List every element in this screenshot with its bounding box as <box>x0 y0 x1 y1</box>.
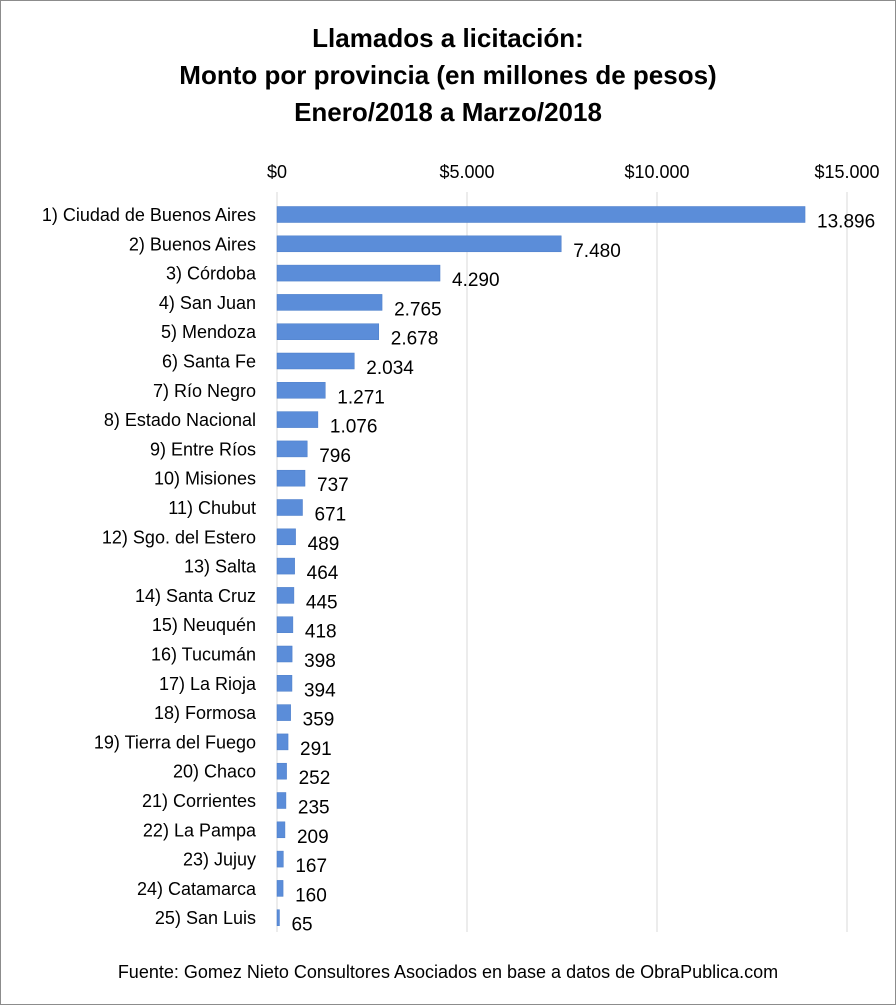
data-label-20: 252 <box>299 768 331 789</box>
data-label-14: 445 <box>306 592 338 613</box>
chart-source: Fuente: Gomez Nieto Consultores Asociado… <box>117 962 779 982</box>
bar-14 <box>276 587 295 604</box>
category-label-16: 16) Tucumán <box>151 645 256 665</box>
data-label-19: 291 <box>300 739 332 760</box>
category-label-18: 18) Formosa <box>154 703 257 723</box>
bar-13 <box>276 557 295 575</box>
data-label-6: 2.034 <box>366 358 414 379</box>
category-label-17: 17) La Rioja <box>159 674 257 694</box>
data-label-23: 167 <box>295 856 327 877</box>
data-label-25: 65 <box>291 915 312 936</box>
data-label-15: 418 <box>305 622 337 643</box>
category-label-11: 11) Chubut <box>168 498 256 518</box>
category-label-3: 3) Córdoba <box>166 264 257 284</box>
bar-15 <box>276 616 294 633</box>
data-label-16: 398 <box>304 651 336 672</box>
data-label-7: 1.271 <box>337 387 385 408</box>
bar-8 <box>276 411 319 428</box>
data-label-5: 2.678 <box>391 329 439 350</box>
bar-2 <box>276 235 562 253</box>
bar-12 <box>276 528 296 546</box>
bar-25 <box>276 909 280 926</box>
bar-1 <box>276 206 806 223</box>
bar-20 <box>276 762 287 780</box>
bar-3 <box>276 264 441 282</box>
bar-22 <box>276 821 286 839</box>
x-tick-label-0: $0 <box>267 162 287 182</box>
data-label-17: 394 <box>304 680 336 701</box>
data-label-21: 235 <box>298 798 330 819</box>
data-label-1: 13.896 <box>817 212 875 233</box>
chart-title-line-1: Llamados a licitación: <box>312 23 584 53</box>
category-label-15: 15) Neuquén <box>152 615 256 635</box>
bar-19 <box>276 733 289 751</box>
bar-11 <box>276 499 303 516</box>
data-label-10: 737 <box>317 475 349 496</box>
bar-23 <box>276 850 284 868</box>
bar-5 <box>276 323 380 340</box>
category-label-21: 21) Corrientes <box>142 791 256 811</box>
category-label-22: 22) La Pampa <box>143 820 257 840</box>
category-label-25: 25) San Luis <box>155 908 256 928</box>
x-tick-label-1: $5.000 <box>439 162 494 182</box>
category-label-9: 9) Entre Ríos <box>150 439 256 459</box>
data-label-4: 2.765 <box>394 299 442 320</box>
category-label-6: 6) Santa Fe <box>162 352 256 372</box>
chart-title: Llamados a licitación: Monto por provinc… <box>0 20 896 131</box>
bar-21 <box>276 792 287 809</box>
category-label-2: 2) Buenos Aires <box>129 234 256 254</box>
category-label-1: 1) Ciudad de Buenos Aires <box>42 205 256 225</box>
category-label-12: 12) Sgo. del Estero <box>102 527 256 547</box>
data-label-18: 359 <box>303 710 335 731</box>
data-label-13: 464 <box>307 563 339 584</box>
bar-16 <box>276 645 293 663</box>
data-label-11: 671 <box>314 505 346 526</box>
category-label-13: 13) Salta <box>184 557 257 577</box>
bar-24 <box>276 880 284 897</box>
bar-18 <box>276 704 291 721</box>
category-label-19: 19) Tierra del Fuego <box>94 732 256 752</box>
bar-9 <box>276 440 308 458</box>
chart-title-line-2: Monto por provincia (en millones de peso… <box>179 60 717 90</box>
data-label-9: 796 <box>319 446 351 467</box>
category-label-8: 8) Estado Nacional <box>104 410 256 430</box>
x-tick-label-3: $15.000 <box>814 162 879 182</box>
category-label-10: 10) Misiones <box>154 469 256 489</box>
bar-17 <box>276 675 293 692</box>
category-label-24: 24) Catamarca <box>137 879 257 899</box>
data-label-3: 4.290 <box>452 270 500 291</box>
category-label-14: 14) Santa Cruz <box>135 586 256 606</box>
category-label-5: 5) Mendoza <box>161 322 257 342</box>
category-label-7: 7) Río Negro <box>153 381 256 401</box>
data-label-22: 209 <box>297 827 329 848</box>
x-tick-label-2: $10.000 <box>624 162 689 182</box>
bar-6 <box>276 352 355 370</box>
category-label-4: 4) San Juan <box>159 293 256 313</box>
data-label-2: 7.480 <box>573 241 621 262</box>
category-label-23: 23) Jujuy <box>183 850 256 870</box>
bar-4 <box>276 294 383 311</box>
data-label-24: 160 <box>295 885 327 906</box>
data-label-8: 1.076 <box>330 417 378 438</box>
chart-title-line-3: Enero/2018 a Marzo/2018 <box>294 97 602 127</box>
data-label-12: 489 <box>308 534 340 555</box>
category-label-20: 20) Chaco <box>173 762 256 782</box>
bar-7 <box>276 382 326 399</box>
bar-10 <box>276 469 306 487</box>
